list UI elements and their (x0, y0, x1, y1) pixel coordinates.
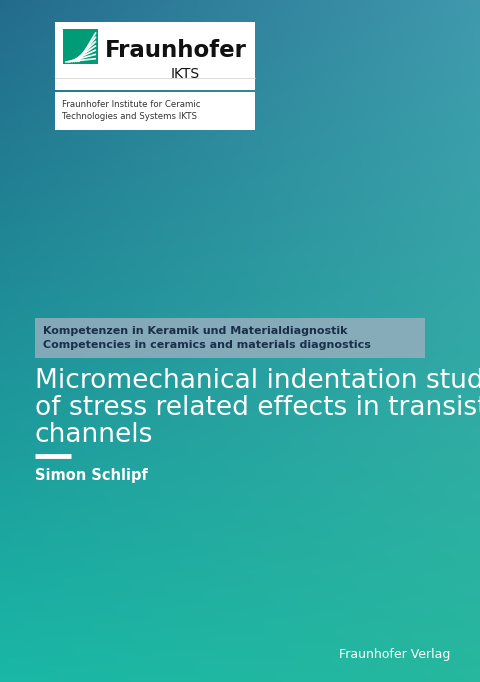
Text: IKTS: IKTS (170, 67, 200, 80)
Text: Kompetenzen in Keramik und Materialdiagnostik: Kompetenzen in Keramik und Materialdiagn… (43, 326, 348, 336)
Text: Competencies in ceramics and materials diagnostics: Competencies in ceramics and materials d… (43, 340, 371, 350)
Text: Fraunhofer Institute for Ceramic: Fraunhofer Institute for Ceramic (62, 100, 201, 109)
Bar (55, 92, 255, 130)
Text: Fraunhofer Verlag: Fraunhofer Verlag (338, 648, 450, 661)
Text: channels: channels (35, 422, 154, 448)
Text: Technologies and Systems IKTS: Technologies and Systems IKTS (62, 112, 197, 121)
Bar (63, 29, 98, 64)
Text: of stress related effects in transistor: of stress related effects in transistor (35, 395, 480, 421)
Bar (35, 318, 425, 358)
Text: Fraunhofer: Fraunhofer (105, 39, 247, 62)
Text: Simon Schlipf: Simon Schlipf (35, 468, 148, 483)
Bar (55, 22, 255, 90)
Text: Micromechanical indentation study: Micromechanical indentation study (35, 368, 480, 394)
